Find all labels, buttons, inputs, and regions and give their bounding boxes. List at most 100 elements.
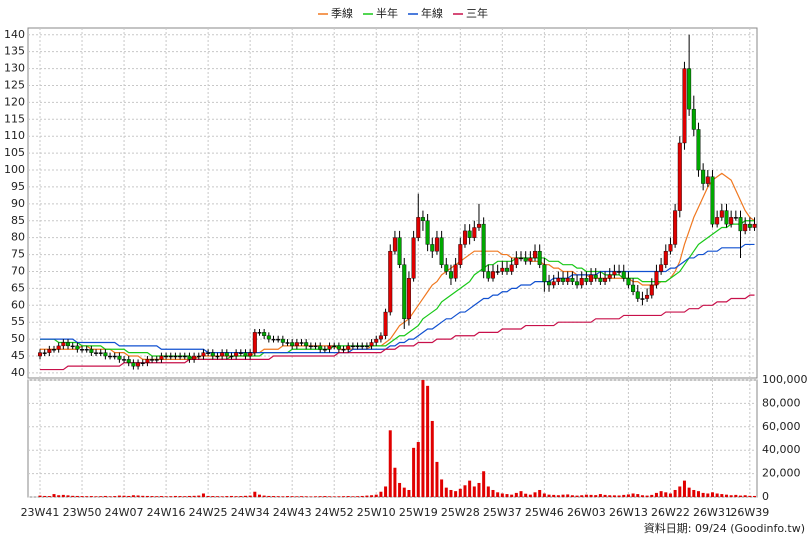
volume-bar (286, 496, 290, 497)
candle-body (84, 349, 89, 351)
volume-bar (510, 494, 514, 497)
candle-body (617, 271, 622, 273)
candle-body (579, 278, 584, 286)
volume-bar (57, 495, 61, 497)
candle-body (159, 355, 164, 360)
volume-bar (393, 467, 397, 497)
volume-bar (75, 495, 79, 497)
volume-bar (187, 495, 191, 497)
y2-tick-label: 0 (762, 490, 769, 503)
candle-body (327, 345, 332, 350)
volume-bar (617, 495, 621, 497)
candle-body (145, 359, 150, 363)
candle-body (430, 244, 435, 252)
volume-bar (243, 495, 247, 497)
volume-bar (426, 385, 430, 497)
candle-body (75, 345, 80, 350)
candle-body (341, 349, 346, 351)
candle-body (645, 294, 650, 299)
volume-bar (365, 495, 369, 497)
volume-bar (421, 380, 425, 497)
volume-bar (496, 492, 500, 497)
volume-bar (276, 496, 280, 497)
candle-body (453, 264, 458, 279)
candle-body (154, 359, 159, 361)
candle-body (66, 342, 71, 347)
volume-bar (220, 496, 224, 497)
volume-bar (47, 496, 51, 497)
volume-bar (159, 496, 163, 497)
candle-body (332, 345, 337, 348)
y-tick-label: 65 (11, 281, 25, 294)
volume-bar (524, 493, 528, 497)
x-tick-label: 25W46 (525, 506, 564, 519)
candle-body (294, 342, 299, 347)
candle-body (528, 257, 533, 262)
legend-label: 季線 (331, 6, 353, 20)
candle-body (509, 264, 514, 272)
volume-bar (668, 493, 672, 497)
volume-bar (748, 495, 752, 497)
candle-body (687, 68, 692, 110)
volume-bar (491, 489, 495, 497)
volume-bar (342, 496, 346, 497)
candle-body (733, 217, 738, 219)
volume-bar (197, 495, 201, 497)
candle-body (392, 237, 397, 252)
volume-bar (673, 489, 677, 497)
x-tick-label: 26W39 (730, 506, 769, 519)
volume-bar (248, 495, 252, 497)
legend-label: 年線 (421, 6, 443, 20)
y-tick-label: 85 (11, 214, 25, 227)
volume-bar (257, 494, 261, 497)
volume-bar (122, 495, 126, 497)
volume-bar (724, 494, 728, 497)
volume-bar (561, 494, 565, 497)
candle-body (304, 342, 309, 347)
volume-bar (416, 442, 420, 497)
ma-line (40, 220, 755, 360)
candle-body (364, 345, 369, 348)
candle-body (276, 338, 281, 341)
volume-bar (542, 493, 546, 497)
candle-body (547, 281, 552, 286)
volume-bar (267, 495, 271, 497)
volume-bar (533, 492, 537, 497)
candle-body (252, 332, 257, 353)
y-tick-label: 90 (11, 197, 25, 210)
volume-bar (169, 496, 173, 497)
volume-bar (337, 496, 341, 497)
volume-bar (402, 487, 406, 497)
x-tick-label: 24W43 (273, 506, 312, 519)
candle-body (280, 338, 285, 343)
candle-body (490, 271, 495, 279)
candle-body (164, 355, 169, 358)
candle-body (150, 359, 155, 361)
candle-body (593, 274, 598, 279)
y-tick-label: 120 (4, 95, 25, 108)
volume-bar (575, 495, 579, 497)
y2-tick-label: 20,000 (762, 467, 801, 480)
candle-body (369, 342, 374, 347)
candle-body (374, 338, 379, 343)
volume-bar (739, 495, 742, 497)
candle-body (42, 352, 47, 354)
volume-bar (645, 495, 649, 497)
volume-panel (27, 379, 758, 498)
candle-body (168, 355, 173, 358)
volume-bar (206, 495, 210, 497)
candle-body (551, 281, 556, 286)
volume-bar (398, 482, 402, 497)
candle-body (439, 237, 444, 265)
volume-bar (584, 494, 588, 497)
candle-body (187, 355, 192, 360)
volume-bar (678, 486, 682, 497)
candle-body (108, 355, 113, 358)
candle-body (570, 278, 575, 282)
volume-bar (566, 494, 570, 497)
legend-label: 半年 (376, 6, 398, 20)
candle-body (631, 284, 636, 292)
candle-body (52, 349, 57, 351)
volume-bar (99, 496, 103, 497)
volume-bar (113, 496, 117, 497)
